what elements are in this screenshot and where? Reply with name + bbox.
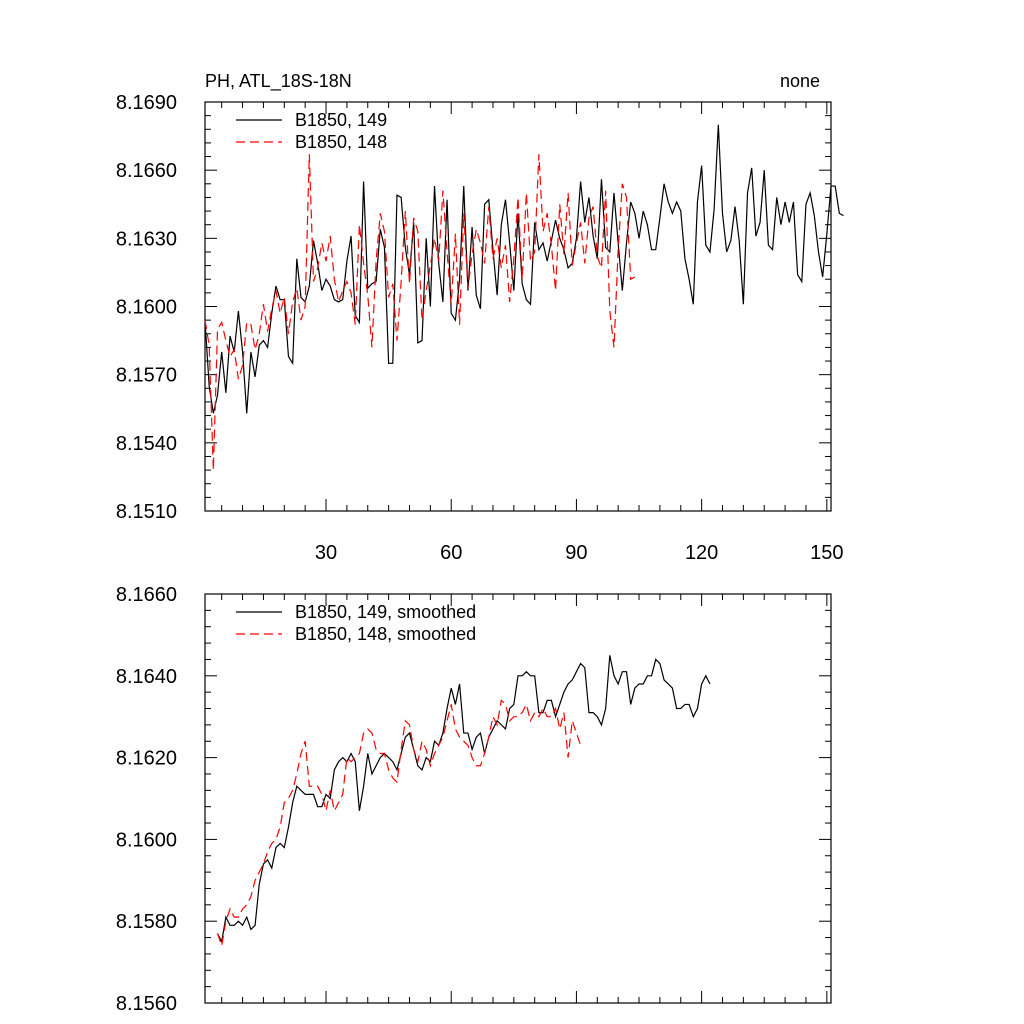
x-tick-label: 120	[685, 542, 718, 564]
x-tick-label: 90	[565, 542, 587, 564]
series-line-0	[204, 124, 844, 414]
y-tick-label: 8.1540	[116, 433, 177, 455]
y-tick-label: 8.1580	[116, 911, 177, 933]
series-line-0	[216, 655, 711, 944]
legend-label-0: B1850, 149	[295, 110, 387, 130]
series-line-1	[204, 154, 636, 471]
chart-title: PH, ATL_18S-18N	[205, 71, 352, 92]
plot-frame	[204, 593, 832, 1004]
top-panel: PH, ATL_18S-18N none 8.1510 8.1540 8.1570 8…	[116, 71, 844, 564]
y-tick-label: 8.1510	[116, 501, 177, 523]
x-tick-label: 60	[440, 542, 462, 564]
legend-label-1: B1850, 148, smoothed	[295, 624, 476, 644]
y-tick-label: 8.1620	[116, 748, 177, 770]
y-tick-label: 8.1600	[116, 829, 177, 851]
legend-label-1: B1850, 148	[295, 132, 387, 152]
y-tick-label: 8.1660	[116, 160, 177, 182]
y-tick-label: 8.1640	[116, 666, 177, 688]
x-tick-label: 150	[810, 542, 843, 564]
y-tick-label: 8.1630	[116, 228, 177, 250]
legend-label-0: B1850, 149, smoothed	[295, 602, 476, 622]
chart-subtitle: none	[780, 71, 820, 91]
y-tick-label: 8.1570	[116, 365, 177, 387]
y-tick-label: 8.1690	[116, 92, 177, 114]
series-line-1	[216, 699, 582, 946]
y-tick-label: 8.1560	[116, 993, 177, 1015]
bottom-panel: 8.1560 8.1580 8.1600 8.1620 8.1640 8.1660 B185…	[116, 584, 832, 1015]
y-tick-label: 8.1600	[116, 297, 177, 319]
x-tick-label: 30	[315, 542, 337, 564]
y-tick-label: 8.1660	[116, 584, 177, 606]
